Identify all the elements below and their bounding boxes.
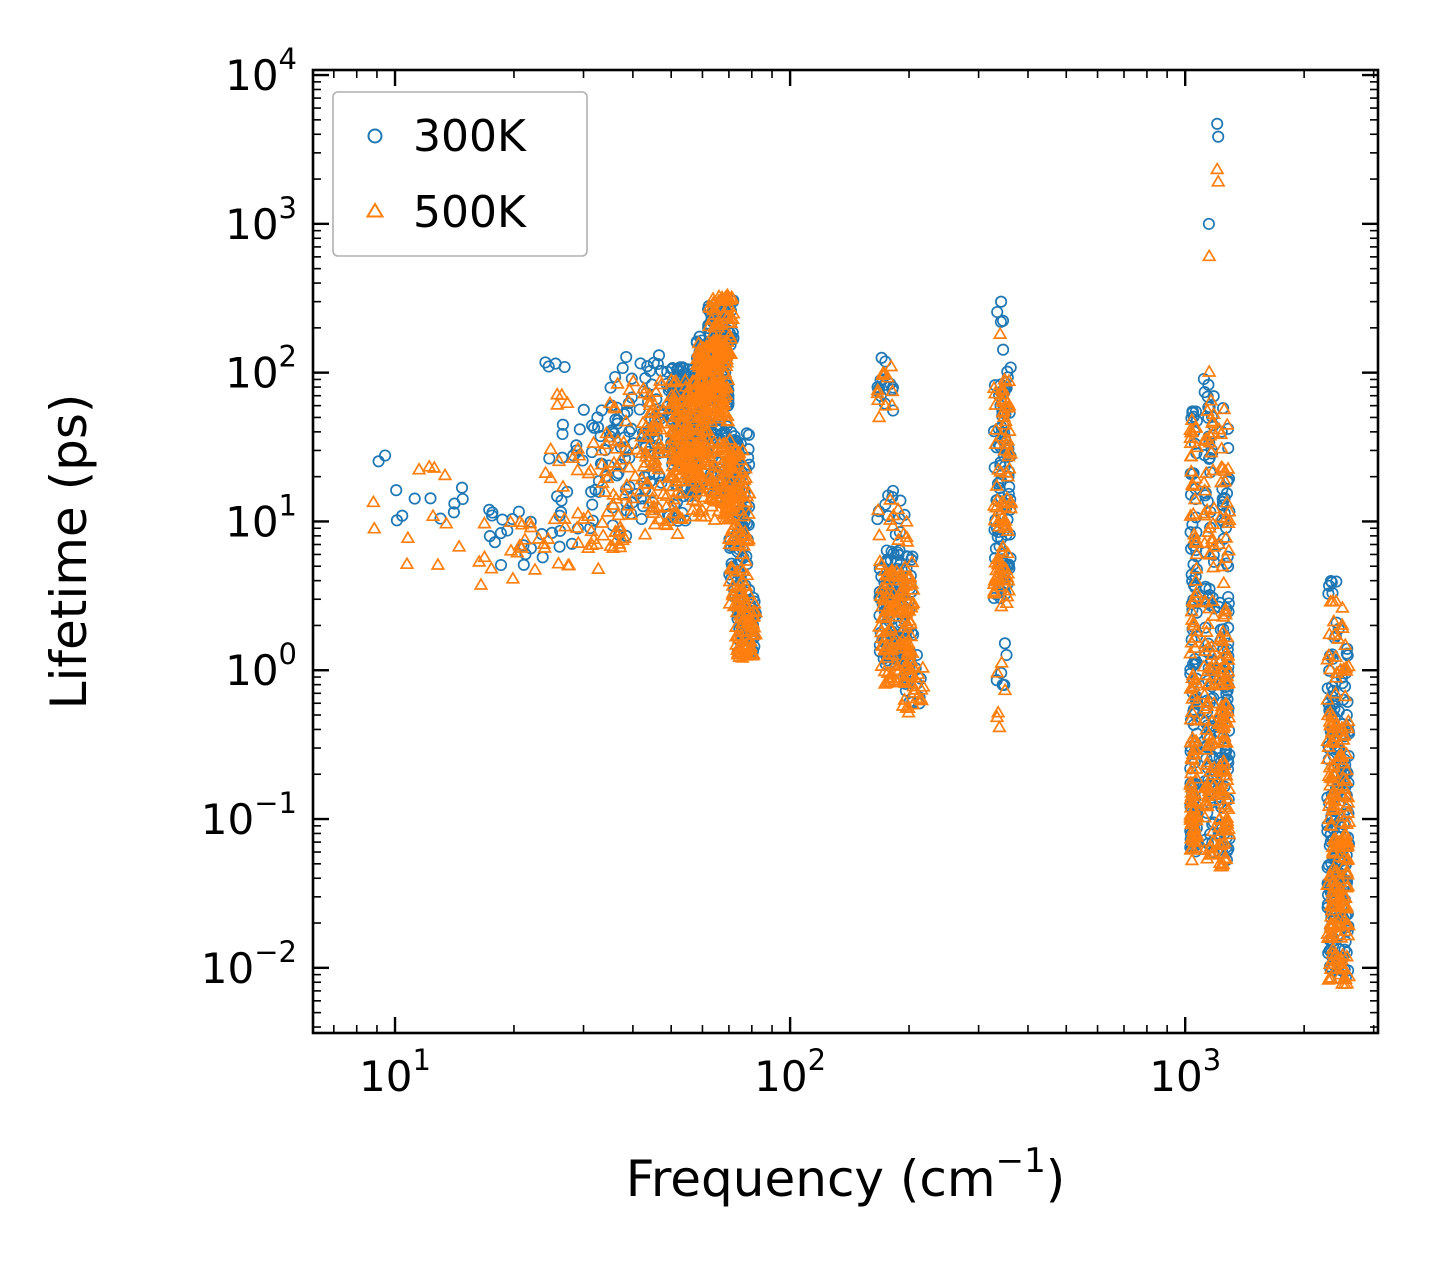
y-tick-label: 103 xyxy=(225,191,297,249)
y-tick-label: 104 xyxy=(225,42,297,100)
x-tick-label: 101 xyxy=(359,1043,431,1101)
legend-circle-marker-icon xyxy=(367,128,383,144)
x-tick-label: 103 xyxy=(1149,1043,1221,1101)
y-tick-label: 10−1 xyxy=(201,786,297,844)
y-tick-label: 10−2 xyxy=(201,935,297,993)
y-tick-label: 101 xyxy=(225,488,297,546)
legend-triangle-marker-icon xyxy=(365,202,385,218)
x-tick-label: 102 xyxy=(754,1043,826,1101)
legend-entry-300K: 300K xyxy=(367,111,527,162)
legend: 300K 500K xyxy=(332,91,588,257)
plot-frame xyxy=(311,68,1380,1035)
series-500K-points xyxy=(366,161,1357,989)
y-tick-label: 102 xyxy=(225,340,297,398)
y-axis-label: Lifetime (ps) xyxy=(40,394,98,710)
x-axis-label: Frequency (cm−1) xyxy=(626,1141,1066,1208)
axis-ticks xyxy=(313,70,1378,1033)
legend-label: 300K xyxy=(413,111,527,162)
y-tick-label: 100 xyxy=(225,637,297,695)
legend-entry-500K: 500K xyxy=(365,187,527,238)
legend-label: 500K xyxy=(413,187,527,238)
